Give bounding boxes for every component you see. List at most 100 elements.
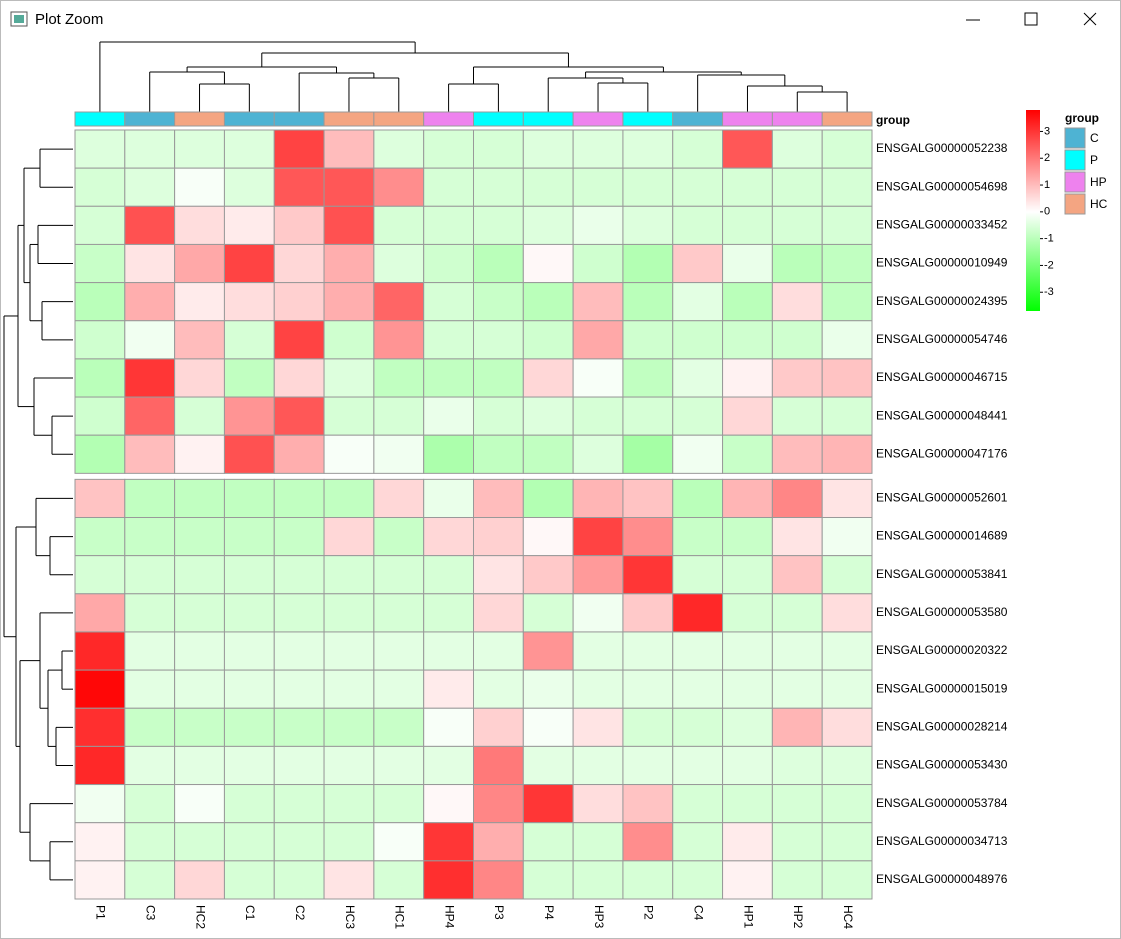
heatmap-cell [522,205,574,245]
heatmap-cell [672,784,724,824]
heatmap-cell [74,555,126,595]
heatmap-cell [174,707,225,747]
close-button[interactable] [1083,12,1097,26]
heatmap-cell [522,478,574,519]
heatmap-cell [323,434,375,474]
heatmap-cell [373,129,425,169]
heatmap-cell [771,517,823,557]
heatmap-cell [174,822,225,862]
column-label: C4 [691,905,705,921]
heatmap-cell [74,320,126,360]
heatmap-cell [821,707,873,747]
heatmap-cell [622,555,674,595]
heatmap-cell [223,669,275,709]
heatmap-cell [622,358,674,398]
heatmap-cell [522,669,574,709]
heatmap-cell [373,517,425,557]
heatmap-cell [473,478,524,519]
heatmap-cell [174,358,225,398]
heatmap-cell [373,282,425,322]
heatmap-cell [522,396,574,436]
heatmap-cell [74,434,126,474]
heatmap-cell [373,555,425,595]
heatmap-cell [323,517,375,557]
heatmap-cell [273,860,325,900]
group-legend-label: C [1090,131,1099,145]
heatmap-cell [273,358,325,398]
color-bar-tick-label: -1 [1044,233,1054,245]
row-label: ENSGALG00000053430 [876,758,1008,772]
heatmap-cell [622,784,674,824]
heatmap-cell [722,243,773,284]
heatmap-cell [672,631,724,671]
heatmap-cell [273,478,325,519]
heatmap-cell [273,129,325,169]
heatmap-cell [771,822,823,862]
heatmap-cell [223,320,275,360]
heatmap-cell [722,320,773,360]
row-label: ENSGALG00000048441 [876,408,1008,422]
heatmap-cell [821,478,873,519]
row-label: ENSGALG00000034713 [876,834,1008,848]
heatmap-cell [74,707,126,747]
heatmap-cell [323,669,375,709]
heatmap-cell [323,167,375,207]
heatmap-cell [423,822,474,862]
group-legend-swatch [1064,171,1086,193]
heatmap-cell [124,593,176,633]
heatmap-cell [771,396,823,436]
heatmap-cell [473,669,524,709]
group-legend-title: group [1065,111,1099,125]
heatmap-cell [572,555,624,595]
column-label: C1 [243,905,257,921]
heatmap-cell [74,745,126,786]
heatmap-cell [473,243,524,284]
heatmap-cell [323,860,375,900]
heatmap-cell [423,860,474,900]
heatmap-cell [771,478,823,519]
heatmap-cell [722,205,773,245]
annotation-title: group [876,113,910,127]
heatmap-cell [273,784,325,824]
heatmap-cell [423,282,474,322]
group-legend-label: P [1090,153,1098,167]
heatmap-cell [473,167,524,207]
heatmap-cell [473,434,524,474]
heatmap-cell [174,320,225,360]
heatmap-cell [672,320,724,360]
heatmap-cell [672,517,724,557]
heatmap-cell [672,358,724,398]
heatmap-cell [223,434,275,474]
heatmap-cell [771,784,823,824]
heatmap-cell [174,631,225,671]
color-bar-tick-label: 3 [1044,125,1050,137]
maximize-button[interactable] [1024,12,1038,26]
heatmap-cell [522,784,574,824]
heatmap-cell [672,860,724,900]
heatmap-cell [722,167,773,207]
heatmap-cell [821,320,873,360]
heatmap-cell [74,396,126,436]
heatmap-cell [622,478,674,519]
heatmap-cell [423,358,474,398]
heatmap-cell [473,593,524,633]
heatmap-cell [572,669,624,709]
heatmap-cell [771,282,823,322]
group-annotation-cell [174,111,225,127]
heatmap-cell [722,434,773,474]
heatmap-cell [722,396,773,436]
heatmap-cell [323,745,375,786]
heatmap-cell [572,205,624,245]
heatmap-cell [74,822,126,862]
heatmap-cell [572,282,624,322]
heatmap-cell [572,434,624,474]
heatmap-cell [373,358,425,398]
heatmap-cell [771,555,823,595]
heatmap-cell [423,167,474,207]
heatmap-cell [572,396,624,436]
color-bar [1026,110,1040,311]
dendrograms [3,41,848,881]
row-label: ENSGALG00000053580 [876,605,1008,619]
row-label: ENSGALG00000054698 [876,179,1008,193]
heatmap-cell [423,478,474,519]
